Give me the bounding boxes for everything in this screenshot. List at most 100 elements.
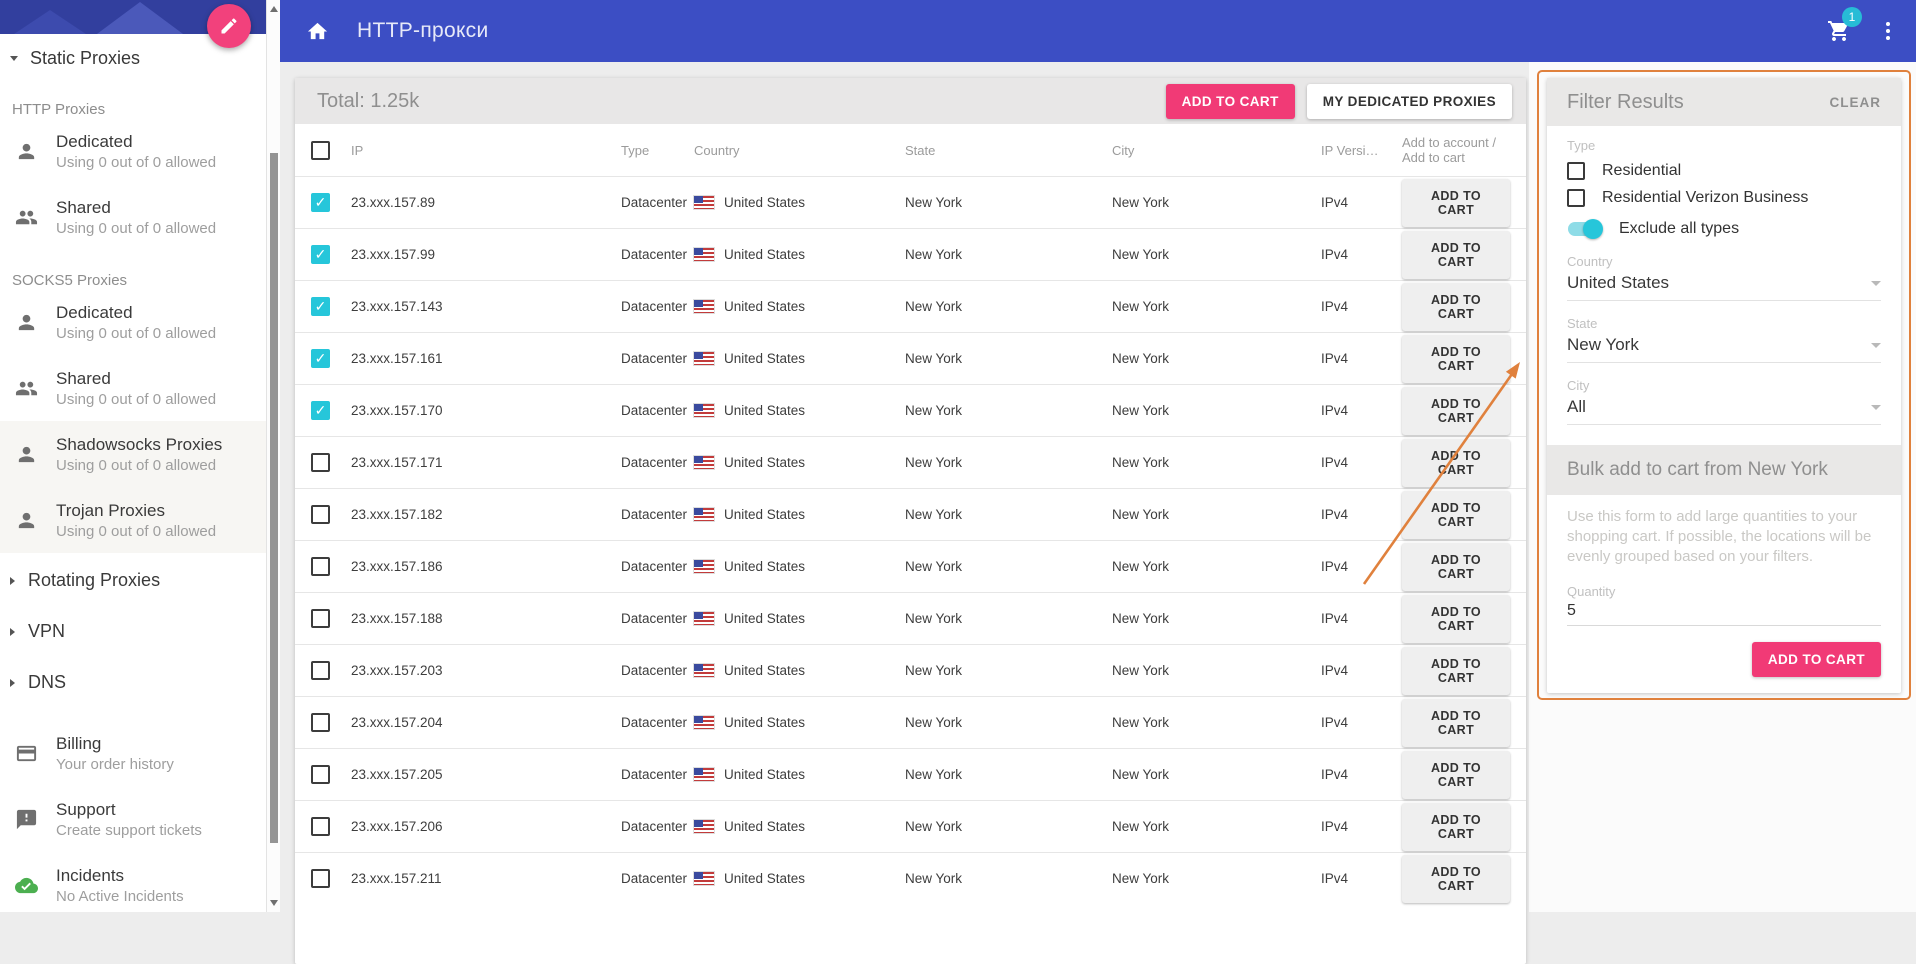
cell-ip: 23.xxx.157.206: [351, 819, 443, 834]
row-checkbox[interactable]: [311, 765, 330, 784]
cell-ip: 23.xxx.157.99: [351, 247, 436, 262]
cell-ip: 23.xxx.157.205: [351, 767, 443, 782]
page-title: HTTP-прокси: [357, 19, 489, 42]
sidebar-item-shadowsocks-proxies[interactable]: Shadowsocks Proxies Using 0 out of 0 allo…: [0, 421, 266, 487]
row-add-to-cart-button[interactable]: ADD TO CART: [1402, 750, 1510, 799]
cell-type: Datacenter: [621, 819, 688, 834]
city-select[interactable]: All: [1567, 397, 1881, 425]
sidebar-item-support[interactable]: Support Create support tickets: [0, 786, 266, 852]
sidebar-item-billing[interactable]: Billing Your order history: [0, 720, 266, 786]
row-checkbox[interactable]: [311, 869, 330, 888]
sidebar-item-dedicated[interactable]: Dedicated Using 0 out of 0 allowed: [0, 289, 266, 355]
sidebar-scrollbar[interactable]: [266, 0, 280, 912]
cell-ip-version: IPv4: [1321, 715, 1349, 730]
table-row: 23.xxx.157.206 Datacenter United States …: [295, 800, 1526, 852]
sidebar-item-title: Shadowsocks Proxies: [56, 434, 223, 454]
cell-state: New York: [905, 767, 963, 782]
my-dedicated-proxies-button[interactable]: MY DEDICATED PROXIES: [1306, 83, 1512, 119]
cell-ip: 23.xxx.157.203: [351, 663, 443, 678]
cloud-check-icon: [14, 874, 38, 897]
sidebar-item-dedicated[interactable]: Dedicated Using 0 out of 0 allowed: [0, 118, 266, 184]
row-add-to-cart-button[interactable]: ADD TO CART: [1402, 698, 1510, 747]
sidebar-item-shared[interactable]: Shared Using 0 out of 0 allowed: [0, 184, 266, 250]
country-select[interactable]: United States: [1567, 273, 1881, 301]
scroll-up-arrow-icon[interactable]: [270, 6, 278, 12]
cell-type: Datacenter: [621, 507, 688, 522]
row-checkbox[interactable]: ✓: [311, 193, 330, 212]
row-add-to-cart-button[interactable]: ADD TO CART: [1402, 646, 1510, 695]
row-add-to-cart-button[interactable]: ADD TO CART: [1402, 542, 1510, 591]
row-add-to-cart-button[interactable]: ADD TO CART: [1402, 334, 1510, 383]
row-checkbox[interactable]: [311, 453, 330, 472]
clear-filters-button[interactable]: CLEAR: [1829, 94, 1881, 110]
cell-ip: 23.xxx.157.182: [351, 507, 443, 522]
us-flag-icon: [694, 664, 714, 677]
sidebar-group-rotating-proxies[interactable]: Rotating Proxies: [0, 557, 266, 604]
cart-button[interactable]: 1: [1824, 7, 1862, 46]
sidebar-item-subtitle: Your order history: [56, 755, 174, 773]
sidebar-item-shared[interactable]: Shared Using 0 out of 0 allowed: [0, 355, 266, 421]
sidebar-item-trojan-proxies[interactable]: Trojan Proxies Using 0 out of 0 allowed: [0, 487, 266, 553]
cell-country: United States: [724, 767, 806, 782]
row-checkbox[interactable]: [311, 557, 330, 576]
edit-fab-button[interactable]: [207, 4, 251, 48]
home-icon[interactable]: [306, 20, 329, 43]
cell-state: New York: [905, 195, 963, 210]
row-add-to-cart-button[interactable]: ADD TO CART: [1402, 802, 1510, 851]
row-checkbox[interactable]: ✓: [311, 401, 330, 420]
state-select-label: State: [1567, 316, 1598, 331]
cell-ip: 23.xxx.157.89: [351, 195, 436, 210]
state-select[interactable]: New York: [1567, 335, 1881, 363]
bulk-add-to-cart-button[interactable]: ADD TO CART: [1751, 642, 1881, 678]
scroll-down-arrow-icon[interactable]: [270, 900, 278, 906]
add-to-cart-button[interactable]: ADD TO CART: [1165, 83, 1295, 119]
row-checkbox[interactable]: ✓: [311, 349, 330, 368]
overflow-menu-button[interactable]: [1882, 18, 1894, 44]
row-add-to-cart-button[interactable]: ADD TO CART: [1402, 854, 1510, 903]
quantity-input[interactable]: [1567, 599, 1881, 627]
sidebar-group-dns[interactable]: DNS: [0, 659, 266, 706]
table-row: 23.xxx.157.188 Datacenter United States …: [295, 592, 1526, 644]
row-add-to-cart-button[interactable]: ADD TO CART: [1402, 178, 1510, 227]
checkbox-label: Residential: [1602, 162, 1682, 179]
cell-country: United States: [724, 403, 806, 418]
scrollbar-thumb[interactable]: [270, 153, 278, 843]
row-add-to-cart-button[interactable]: ADD TO CART: [1402, 438, 1510, 487]
sidebar-item-incidents[interactable]: Incidents No Active Incidents: [0, 852, 266, 918]
exclude-all-types-toggle[interactable]: [1567, 219, 1603, 239]
bulk-add-header: Bulk add to cart from New York: [1547, 445, 1901, 495]
country-select-block: Country United States: [1567, 254, 1881, 301]
filter-option-exclude-all-types: Exclude all types: [1567, 219, 1881, 239]
cell-ip: 23.xxx.157.143: [351, 299, 443, 314]
us-flag-icon: [694, 352, 714, 365]
row-add-to-cart-button[interactable]: ADD TO CART: [1402, 282, 1510, 331]
select-all-checkbox[interactable]: [311, 140, 330, 160]
row-checkbox[interactable]: [311, 713, 330, 732]
sidebar-group-static-proxies[interactable]: Static Proxies: [0, 34, 266, 79]
row-add-to-cart-button[interactable]: ADD TO CART: [1402, 594, 1510, 643]
us-flag-icon: [694, 768, 714, 781]
chevron-right-icon: [10, 678, 15, 687]
sidebar-group-vpn[interactable]: VPN: [0, 608, 266, 655]
sidebar-item-title: Support: [56, 799, 116, 819]
residential-checkbox[interactable]: [1567, 162, 1585, 180]
row-checkbox[interactable]: [311, 817, 330, 836]
table-row: ✓ 23.xxx.157.170 Datacenter United State…: [295, 384, 1526, 436]
row-checkbox[interactable]: ✓: [311, 297, 330, 316]
row-checkbox[interactable]: [311, 505, 330, 524]
row-checkbox[interactable]: [311, 609, 330, 628]
us-flag-icon: [694, 456, 714, 469]
residential-verizon-checkbox[interactable]: [1567, 189, 1585, 207]
toggle-label: Exclude all types: [1619, 220, 1740, 237]
row-add-to-cart-button[interactable]: ADD TO CART: [1402, 386, 1510, 435]
table-row: 23.xxx.157.205 Datacenter United States …: [295, 748, 1526, 800]
cell-type: Datacenter: [621, 871, 688, 886]
cell-city: New York: [1112, 819, 1170, 834]
row-checkbox[interactable]: [311, 661, 330, 680]
chevron-right-icon: [10, 576, 15, 585]
row-checkbox[interactable]: ✓: [311, 245, 330, 264]
row-add-to-cart-button[interactable]: ADD TO CART: [1402, 230, 1510, 279]
column-header-action: Add to account / Add to cart: [1402, 135, 1496, 165]
row-add-to-cart-button[interactable]: ADD TO CART: [1402, 490, 1510, 539]
person-icon: [14, 311, 38, 334]
